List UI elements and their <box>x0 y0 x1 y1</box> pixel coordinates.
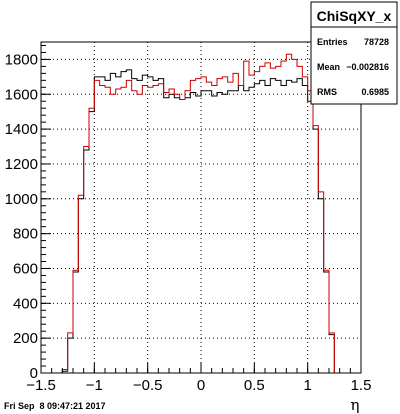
stats-title: ChiSqXY_x <box>317 8 392 24</box>
x-tick-label: 0.5 <box>244 377 265 394</box>
y-tick-label: 600 <box>13 260 38 277</box>
axis-ticks <box>40 44 362 374</box>
stats-entries-value: 78728 <box>364 37 389 47</box>
x-tick-label: −1 <box>86 377 103 394</box>
y-tick-label: 200 <box>13 330 38 347</box>
x-axis-title: η <box>351 396 360 414</box>
stats-mean-label: Mean <box>317 62 340 72</box>
y-tick-label: 1000 <box>5 191 38 208</box>
y-tick-label: 1600 <box>5 86 38 103</box>
y-tick-label: 800 <box>13 226 38 243</box>
stats-entries-label: Entries <box>317 37 348 47</box>
x-tick-label: 1 <box>303 377 311 394</box>
stats-mean-value: −0.002816 <box>346 62 389 72</box>
stats-rms-label: RMS <box>317 87 337 97</box>
histogram-series-1 <box>41 69 361 374</box>
x-tick-label: 1.5 <box>351 377 372 394</box>
x-tick-label: −0.5 <box>133 377 163 394</box>
tick-labels: −1.5 −1 −0.5 0 0.5 1 1.5 0 200 400 600 800 1000 1200 1… <box>5 51 372 394</box>
y-tick-label: 400 <box>13 295 38 312</box>
stats-box: ChiSqXY_x Entries 78728 Mean −0.002816 R… <box>310 1 398 105</box>
x-tick-label: 0 <box>197 377 205 394</box>
timestamp: Fri Sep 8 09:47:21 2017 <box>4 401 106 411</box>
stats-rms-value: 0.6985 <box>361 87 389 97</box>
histogram-series-2 <box>41 53 361 374</box>
series-layer <box>41 53 361 374</box>
y-tick-label: 0 <box>30 365 38 382</box>
x-tick-label: −1.5 <box>26 377 56 394</box>
y-tick-label: 1800 <box>5 51 38 68</box>
y-tick-label: 1400 <box>5 121 38 138</box>
y-tick-label: 1200 <box>5 156 38 173</box>
